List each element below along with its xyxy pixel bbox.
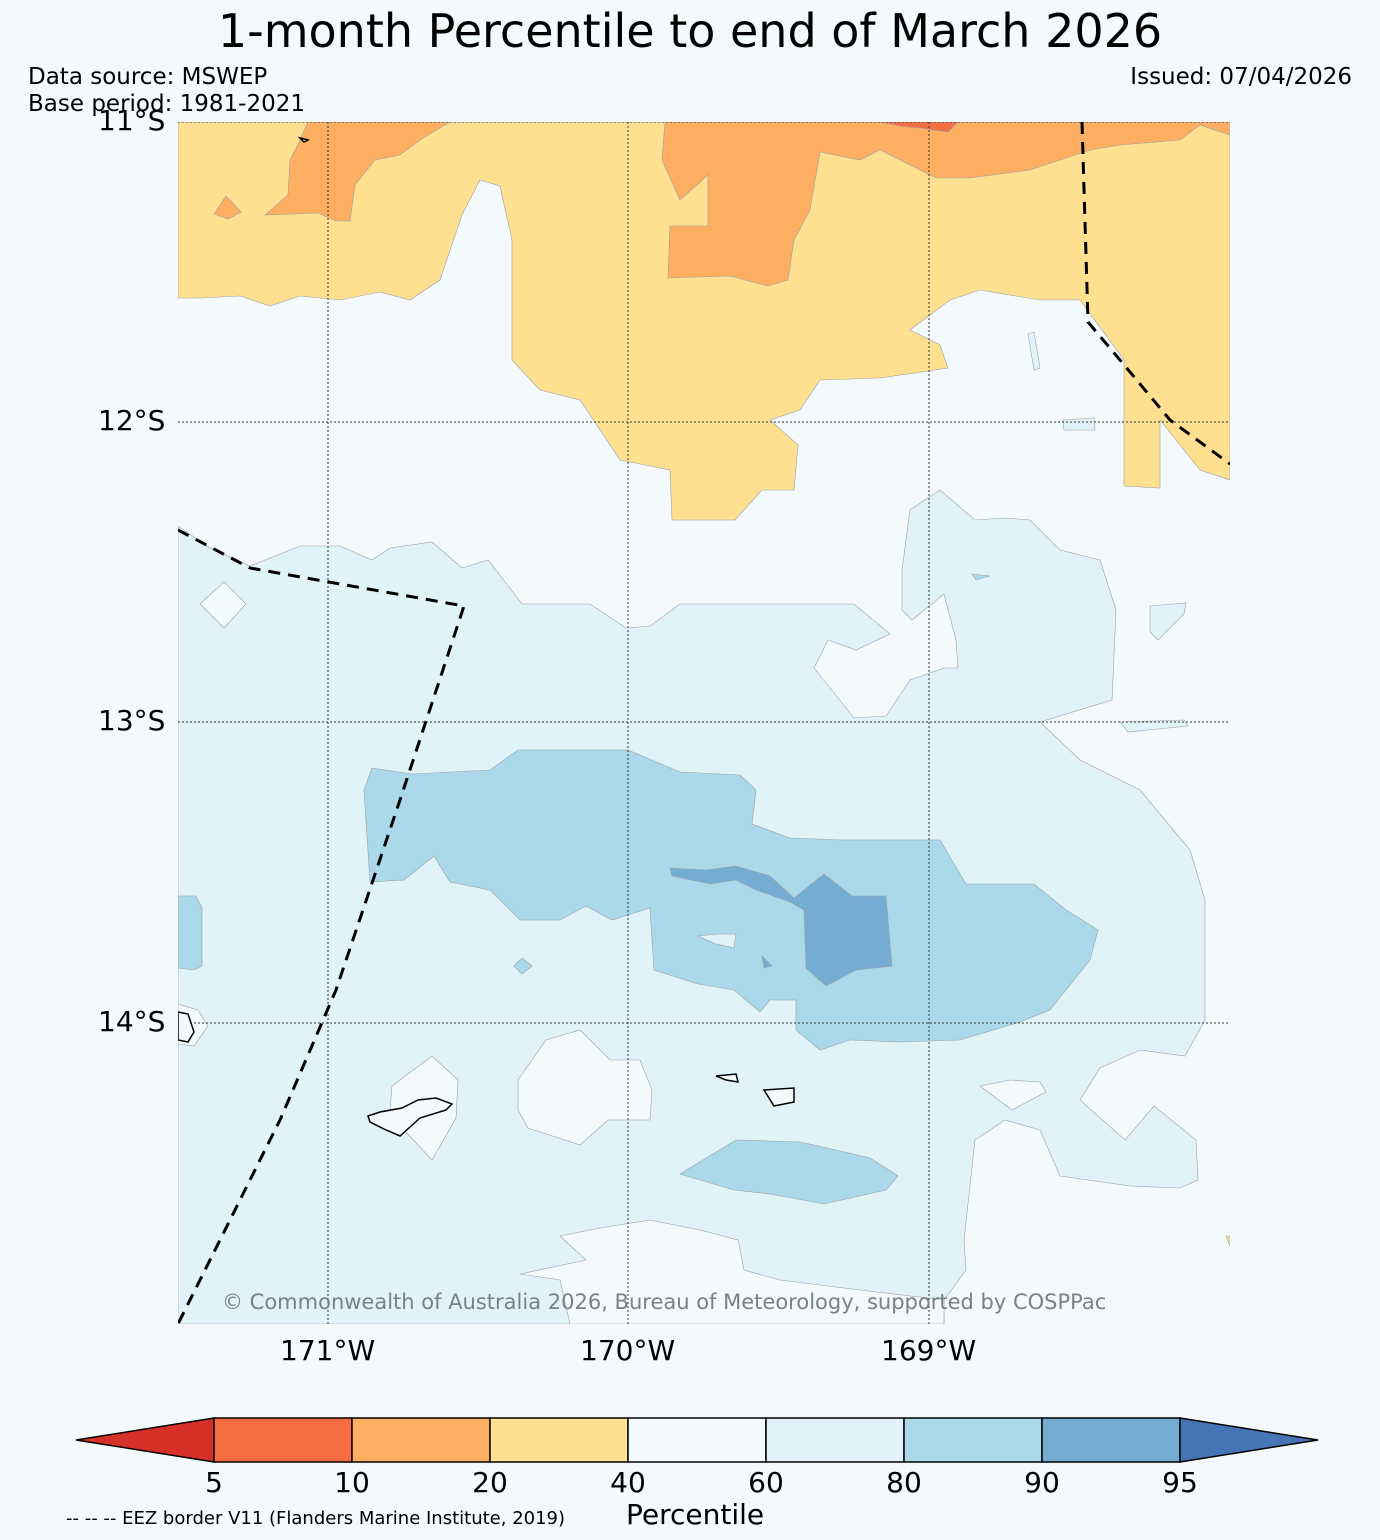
- contour-60-80-small-3: [1062, 417, 1096, 431]
- contour-40-60-hole-1: [199, 581, 247, 629]
- map-area: [178, 122, 1230, 1324]
- contour-80-90-small-2: [971, 573, 991, 581]
- lon-label-169w: 169°W: [881, 1334, 977, 1367]
- base-period-text: Base period: 1981-2021: [28, 91, 306, 117]
- lon-label-170w: 170°W: [580, 1334, 676, 1367]
- colorbar-bin-10-20: [351, 1417, 491, 1463]
- contour-60-80-hole: [696, 933, 737, 949]
- contour-20-40-small: [1225, 1235, 1230, 1247]
- contour-80-90-west: [178, 895, 203, 971]
- contour-40-60-hole-3: [517, 1029, 653, 1146]
- colorbar-bin-60-80: [765, 1417, 905, 1463]
- colorbar-bin-80-90: [903, 1417, 1043, 1463]
- contour-80-90-main: [363, 749, 1099, 1051]
- contour-60-80-small-4: [1027, 331, 1041, 371]
- contour-80-90-small: [513, 957, 533, 975]
- colorbar-bin-5-10: [213, 1417, 353, 1463]
- colorbar-tick: 20: [472, 1466, 508, 1499]
- contour-20-40-north: [178, 122, 1230, 521]
- lon-label-171w: 171°W: [280, 1334, 376, 1367]
- colorbar-bin-90-95: [1041, 1417, 1181, 1463]
- island-outline-upolu: [367, 1097, 454, 1137]
- contour-10-20-west: [264, 122, 451, 222]
- data-source-text: Data source: MSWEP: [28, 64, 268, 90]
- contour-90-95: [669, 865, 893, 987]
- island-outline-tau: [762, 1087, 795, 1107]
- map-title: 1-month Percentile to end of March 2026: [217, 4, 1163, 58]
- eez-border: [178, 122, 1230, 1324]
- colorbar-bin-40-60: [627, 1417, 767, 1463]
- contour-10-20-west-small: [213, 195, 242, 220]
- lat-label-14s: 14°S: [98, 1005, 166, 1038]
- contour-60-80-small-2: [1119, 719, 1189, 733]
- copyright-notice: © Commonwealth of Australia 2026, Bureau…: [222, 1290, 1107, 1314]
- colorbar-extend-high: [1179, 1417, 1319, 1463]
- island-outline-savaii: [178, 1011, 195, 1043]
- eez-legend-note: -- -- -- EEZ border V11 (Flanders Marine…: [66, 1508, 566, 1529]
- colorbar: [75, 1417, 1319, 1463]
- colorbar-bin-20-40: [489, 1417, 629, 1463]
- contour-5-10: [879, 122, 959, 133]
- contour-60-80-small-1: [1149, 602, 1187, 641]
- colorbar-tick: 10: [334, 1466, 370, 1499]
- colorbar-tick: 95: [1162, 1466, 1198, 1499]
- lat-label-12s: 12°S: [98, 404, 166, 437]
- lat-label-11s: 11°S: [98, 104, 166, 137]
- contour-80-90-south: [679, 1139, 899, 1205]
- graticule: [178, 122, 1230, 1324]
- colorbar-tick: 40: [610, 1466, 646, 1499]
- contour-10-20-east: [661, 122, 1230, 287]
- colorbar-tick: 80: [886, 1466, 922, 1499]
- colorbar-tick: 5: [205, 1466, 223, 1499]
- data-source-block: Data source: MSWEP Base period: 1981-202…: [28, 64, 305, 118]
- colorbar-tick: 60: [748, 1466, 784, 1499]
- issued-date: Issued: 07/04/2026: [1130, 64, 1352, 90]
- colorbar-tick: 90: [1024, 1466, 1060, 1499]
- colorbar-extend-low: [75, 1417, 215, 1463]
- contour-40-60-hole-5: [979, 1079, 1047, 1111]
- islands: [178, 136, 795, 1137]
- colorbar-title: Percentile: [626, 1498, 765, 1531]
- island-outline-tiny: [297, 136, 311, 143]
- contour-90-95-small: [761, 955, 773, 969]
- lat-label-13s: 13°S: [98, 704, 166, 737]
- contour-40-60-hole-4: [519, 1219, 945, 1324]
- island-outline-ofu: [715, 1073, 740, 1083]
